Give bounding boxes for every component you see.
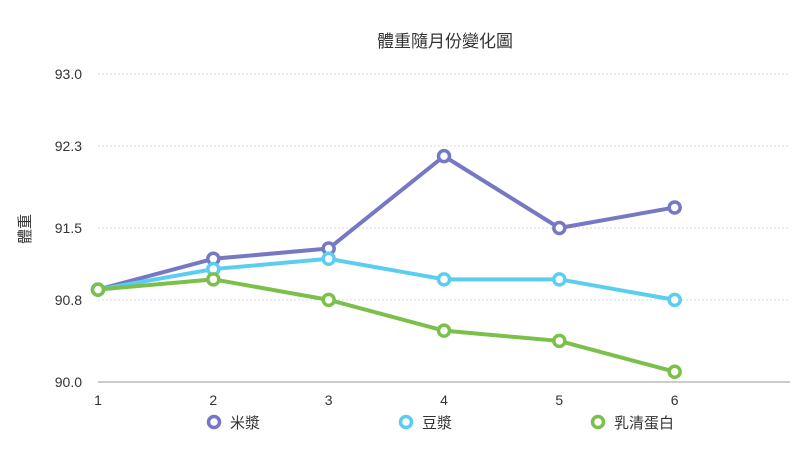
y-tick-label: 92.3 <box>55 138 82 154</box>
x-tick-label: 4 <box>440 392 448 408</box>
y-tick-label: 93.0 <box>55 66 82 82</box>
data-point <box>552 220 567 236</box>
data-point <box>667 200 682 215</box>
legend-marker <box>590 414 606 430</box>
data-point <box>321 251 336 267</box>
x-tick-label: 1 <box>94 392 102 408</box>
legend-item-2: 乳清蛋白 <box>590 414 674 432</box>
chart-title: 體重隨月份變化圖 <box>377 32 513 52</box>
x-axis-ticks: 1 2 3 4 5 6 <box>94 392 679 408</box>
data-point <box>206 272 221 287</box>
y-axis-label: 體重 <box>16 214 34 244</box>
y-tick-label: 90.8 <box>55 292 82 308</box>
data-point <box>436 148 452 164</box>
legend-item-0: 米漿 <box>206 414 260 432</box>
legend-item-1: 豆漿 <box>398 414 452 432</box>
legend-label: 米漿 <box>230 414 260 432</box>
x-tick-label: 5 <box>555 392 563 408</box>
legend-label: 乳清蛋白 <box>614 414 674 432</box>
y-tick-label: 90.0 <box>55 374 82 390</box>
x-tick-label: 3 <box>325 392 333 408</box>
series-line-1 <box>96 256 677 302</box>
x-tick-label: 2 <box>209 392 217 408</box>
data-point <box>552 272 567 287</box>
y-tick-label: 91.5 <box>55 220 82 236</box>
x-tick-label: 6 <box>671 392 679 408</box>
gridlines <box>98 73 790 301</box>
legend-marker <box>398 414 414 430</box>
legend: 米漿 豆漿 乳清蛋白 <box>206 414 674 432</box>
data-point <box>90 282 106 297</box>
data-point <box>552 333 567 349</box>
legend-label: 豆漿 <box>422 414 452 432</box>
data-point <box>436 323 452 338</box>
y-axis-ticks: 90.0 90.8 91.5 92.3 93.0 <box>55 66 82 390</box>
data-point <box>667 364 682 379</box>
legend-marker <box>206 414 222 430</box>
data-point <box>667 292 682 308</box>
data-point <box>321 292 336 308</box>
series-group <box>90 148 682 379</box>
series-line-0 <box>96 154 677 292</box>
data-point <box>436 272 452 287</box>
series-line-2 <box>96 277 677 374</box>
